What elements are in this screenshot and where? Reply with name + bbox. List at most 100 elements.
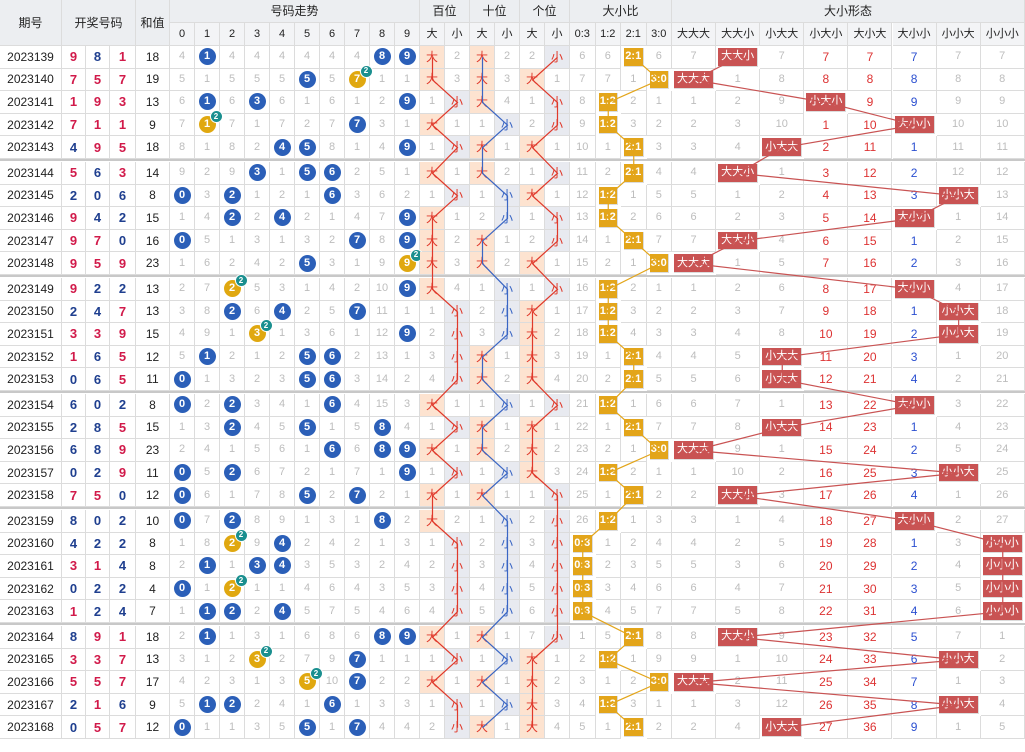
trend-miss: 9 (370, 252, 395, 275)
tens-hit: 大 (470, 229, 495, 253)
trend-miss: 2 (295, 207, 320, 230)
draw-digit: 0 (110, 229, 136, 253)
ratio-hit: 1:2 (598, 209, 618, 228)
trend-cell: 1 (195, 91, 220, 114)
trend-miss: 2 (345, 278, 370, 301)
trend-miss: 1 (245, 577, 270, 601)
trend-miss: 1 (270, 626, 295, 649)
draw-ball: 8 (373, 441, 391, 459)
trend-cell: 7 (345, 484, 370, 507)
trend-digit-header: 4 (270, 23, 295, 46)
issue-cell: 2023157 (0, 461, 62, 485)
trend-miss: 4 (195, 207, 220, 230)
form-hit: 大小小 (894, 396, 935, 415)
form-miss: 12 (936, 162, 981, 185)
group-separator (0, 159, 1025, 161)
form-miss: 7 (892, 671, 937, 694)
form-miss: 5 (936, 439, 981, 462)
trend-miss: 3 (370, 577, 395, 601)
hundreds-hit: 小 (445, 136, 470, 159)
form-miss: 15 (804, 439, 849, 462)
form-miss: 7 (760, 300, 805, 324)
ratio-hit: 1:2 (598, 93, 618, 112)
units-hit: 大 (520, 368, 545, 391)
form-miss: 4 (672, 345, 717, 369)
trend-miss: 3 (345, 555, 370, 578)
tens-hit: 小 (495, 600, 520, 623)
repeat-badge: 2 (259, 319, 273, 333)
tens-miss: 1 (470, 113, 495, 137)
trend-miss: 4 (170, 46, 195, 69)
ratio-miss: 3 (621, 300, 647, 324)
trend-cell: 5 (295, 252, 320, 275)
ratio-miss: 2 (595, 368, 621, 391)
trend-cell: 2 (220, 300, 245, 324)
trend-miss: 5 (220, 68, 245, 92)
trend-miss: 1 (395, 113, 420, 137)
form-miss: 3 (760, 207, 805, 230)
draw-ball: 2 (223, 396, 241, 414)
draw-digit: 3 (110, 91, 136, 114)
tens-small-header: 小 (495, 23, 520, 46)
trend-miss: 2 (295, 300, 320, 324)
issue-cell: 2023151 (0, 323, 62, 346)
draw-digit: 0 (86, 184, 110, 208)
trend-digit-header: 2 (220, 23, 245, 46)
trend-miss: 1 (245, 345, 270, 369)
trend-miss: 4 (270, 394, 295, 417)
tens-hit: 小 (495, 555, 520, 578)
trend-miss: 5 (320, 68, 345, 92)
ratio-miss: 2 (646, 113, 672, 137)
units-miss: 1 (520, 162, 545, 185)
form-miss: 2 (760, 184, 805, 208)
trend-miss: 1 (170, 207, 195, 230)
units-miss: 2 (520, 510, 545, 533)
trend-miss: 1 (395, 345, 420, 369)
ratio-miss: 11 (570, 162, 596, 185)
trend-miss: 2 (195, 394, 220, 417)
issue-cell: 2023160 (0, 532, 62, 556)
draw-ball: 2 (223, 464, 241, 482)
ratio-miss: 7 (646, 416, 672, 440)
form-miss: 8 (760, 600, 805, 623)
trend-digit-header: 6 (320, 23, 345, 46)
draw-ball: 1 (198, 628, 216, 646)
form-miss: 5 (804, 207, 849, 230)
trend-cell: 9 (395, 439, 420, 462)
form-miss: 4 (892, 600, 937, 623)
draw-digit: 8 (62, 626, 86, 649)
draw-ball: 9 (398, 628, 416, 646)
form-miss: 4 (936, 416, 981, 440)
form-miss: 4 (936, 555, 981, 578)
sum-cell: 23 (136, 252, 170, 275)
hundreds-miss: 3 (420, 577, 445, 601)
form-miss: 11 (936, 136, 981, 159)
trend-digit-header: 5 (295, 23, 320, 46)
ratio-miss: 1 (595, 484, 621, 507)
form-miss: 35 (848, 693, 893, 717)
ratio-hit: 1:2 (598, 115, 618, 135)
form-miss: 2 (716, 91, 761, 114)
units-miss: 2 (545, 671, 570, 694)
form-miss: 26 (804, 693, 849, 717)
hundreds-miss: 1 (420, 300, 445, 324)
issue-cell: 2023147 (0, 229, 62, 253)
trend-miss: 2 (320, 484, 345, 507)
form-miss: 2 (672, 484, 717, 507)
hundreds-hit: 大 (420, 46, 445, 69)
draw-ball: 9 (398, 209, 416, 227)
draw-digit: 1 (86, 555, 110, 578)
units-miss: 5 (520, 577, 545, 601)
ratio-miss: 2 (621, 671, 647, 694)
ratio-miss: 21 (570, 394, 596, 417)
trend-miss: 1 (270, 162, 295, 185)
units-miss: 3 (545, 461, 570, 485)
draw-digit: 7 (110, 671, 136, 694)
trend-miss: 2 (370, 555, 395, 578)
draw-digit: 3 (62, 555, 86, 578)
